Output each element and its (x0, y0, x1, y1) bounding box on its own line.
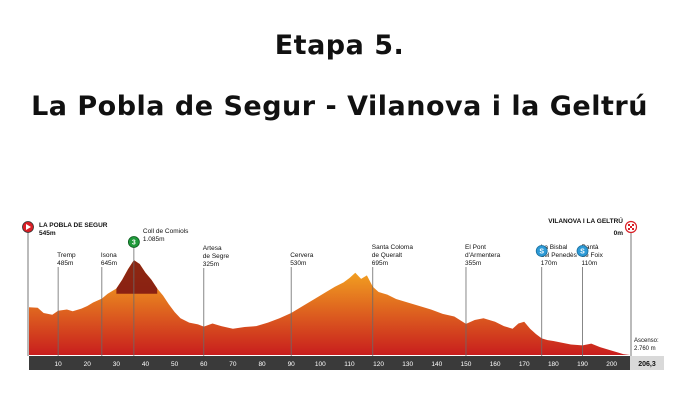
point-name-label: del Penedès (541, 252, 578, 259)
point-name-label: Pantà (582, 244, 599, 251)
point-name-label: Artesa (203, 245, 222, 252)
total-distance-box (630, 356, 664, 370)
finish-altitude: 0m (614, 230, 624, 237)
x-tick-label: 190 (577, 361, 588, 368)
sprint-label: S (580, 249, 585, 256)
finish-flag-square (630, 226, 632, 228)
x-tick-label: 60 (200, 361, 208, 368)
point-altitude-label: 530m (290, 260, 306, 267)
sprint-icon (535, 245, 548, 257)
point-name-label: d'Armentera (465, 252, 501, 259)
ascent-label: Ascenso: (634, 338, 659, 344)
point-altitude-label: 1.085m (143, 236, 165, 243)
x-tick-label: 40 (142, 361, 150, 368)
x-tick-label: 80 (258, 361, 266, 368)
point-altitude-label: 485m (57, 260, 73, 267)
point-altitude-label: 170m (541, 260, 557, 267)
finish-flag-square (632, 228, 634, 230)
x-tick-label: 10 (55, 361, 63, 368)
finish-name: VILANOVA I LA GELTRÚ (548, 216, 623, 225)
point-name-label: Cervera (290, 252, 314, 259)
x-tick-label: 110 (344, 361, 355, 368)
start-arrow-icon (26, 224, 31, 230)
x-tick-label: 100 (315, 361, 326, 368)
x-tick-label: 30 (113, 361, 121, 368)
finish-flag-square (632, 224, 634, 226)
point-name-label: El Pont (465, 244, 486, 251)
point-name-label: Coll de Comiols (143, 228, 189, 235)
finish-flag-square (628, 228, 630, 230)
x-tick-label: 70 (229, 361, 237, 368)
point-name-label: Santa Coloma (372, 244, 414, 251)
point-altitude-label: 695m (372, 260, 388, 267)
point-name-label: de Queralt (372, 252, 403, 259)
x-tick-label: 50 (171, 361, 179, 368)
point-altitude-label: 645m (101, 260, 117, 267)
x-tick-label: 170 (519, 361, 530, 368)
x-tick-label: 90 (288, 361, 296, 368)
start-altitude: 545m (39, 230, 56, 237)
total-distance-label: 206,3 (638, 361, 656, 368)
x-tick-label: 130 (402, 361, 413, 368)
point-altitude-label: 110m (582, 260, 598, 267)
ascent-value: 2.760 m (634, 346, 656, 352)
x-tick-label: 200 (606, 361, 617, 368)
x-tick-label: 120 (373, 361, 384, 368)
climb-category-icon (127, 236, 140, 248)
sprint-icon (576, 245, 589, 257)
point-name-label: Isona (101, 252, 117, 259)
stage-number-title: Etapa 5. (274, 30, 405, 61)
x-tick-label: 150 (461, 361, 472, 368)
point-name-label: La Bisbal (541, 244, 568, 251)
x-tick-label: 180 (548, 361, 559, 368)
point-name-label: de Foix (582, 252, 604, 259)
x-tick-label: 160 (490, 361, 501, 368)
point-name-label: Tremp (57, 252, 76, 259)
elevation-profile-area (29, 260, 630, 355)
start-name: LA POBLA DE SEGUR (39, 222, 108, 229)
x-tick-label: 20 (84, 361, 92, 368)
sprint-label: S (539, 249, 544, 256)
x-tick-label: 140 (431, 361, 442, 368)
point-name-label: de Segre (203, 253, 230, 260)
stage-route-title: La Pobla de Segur - Vilanova i la Geltrú (31, 91, 648, 122)
point-altitude-label: 355m (465, 260, 481, 267)
climb-highlight-area (116, 260, 158, 294)
climb-category-label: 3 (132, 240, 136, 247)
point-altitude-label: 325m (203, 261, 219, 268)
distance-axis-bar (29, 356, 630, 370)
finish-flag-square (628, 224, 630, 226)
